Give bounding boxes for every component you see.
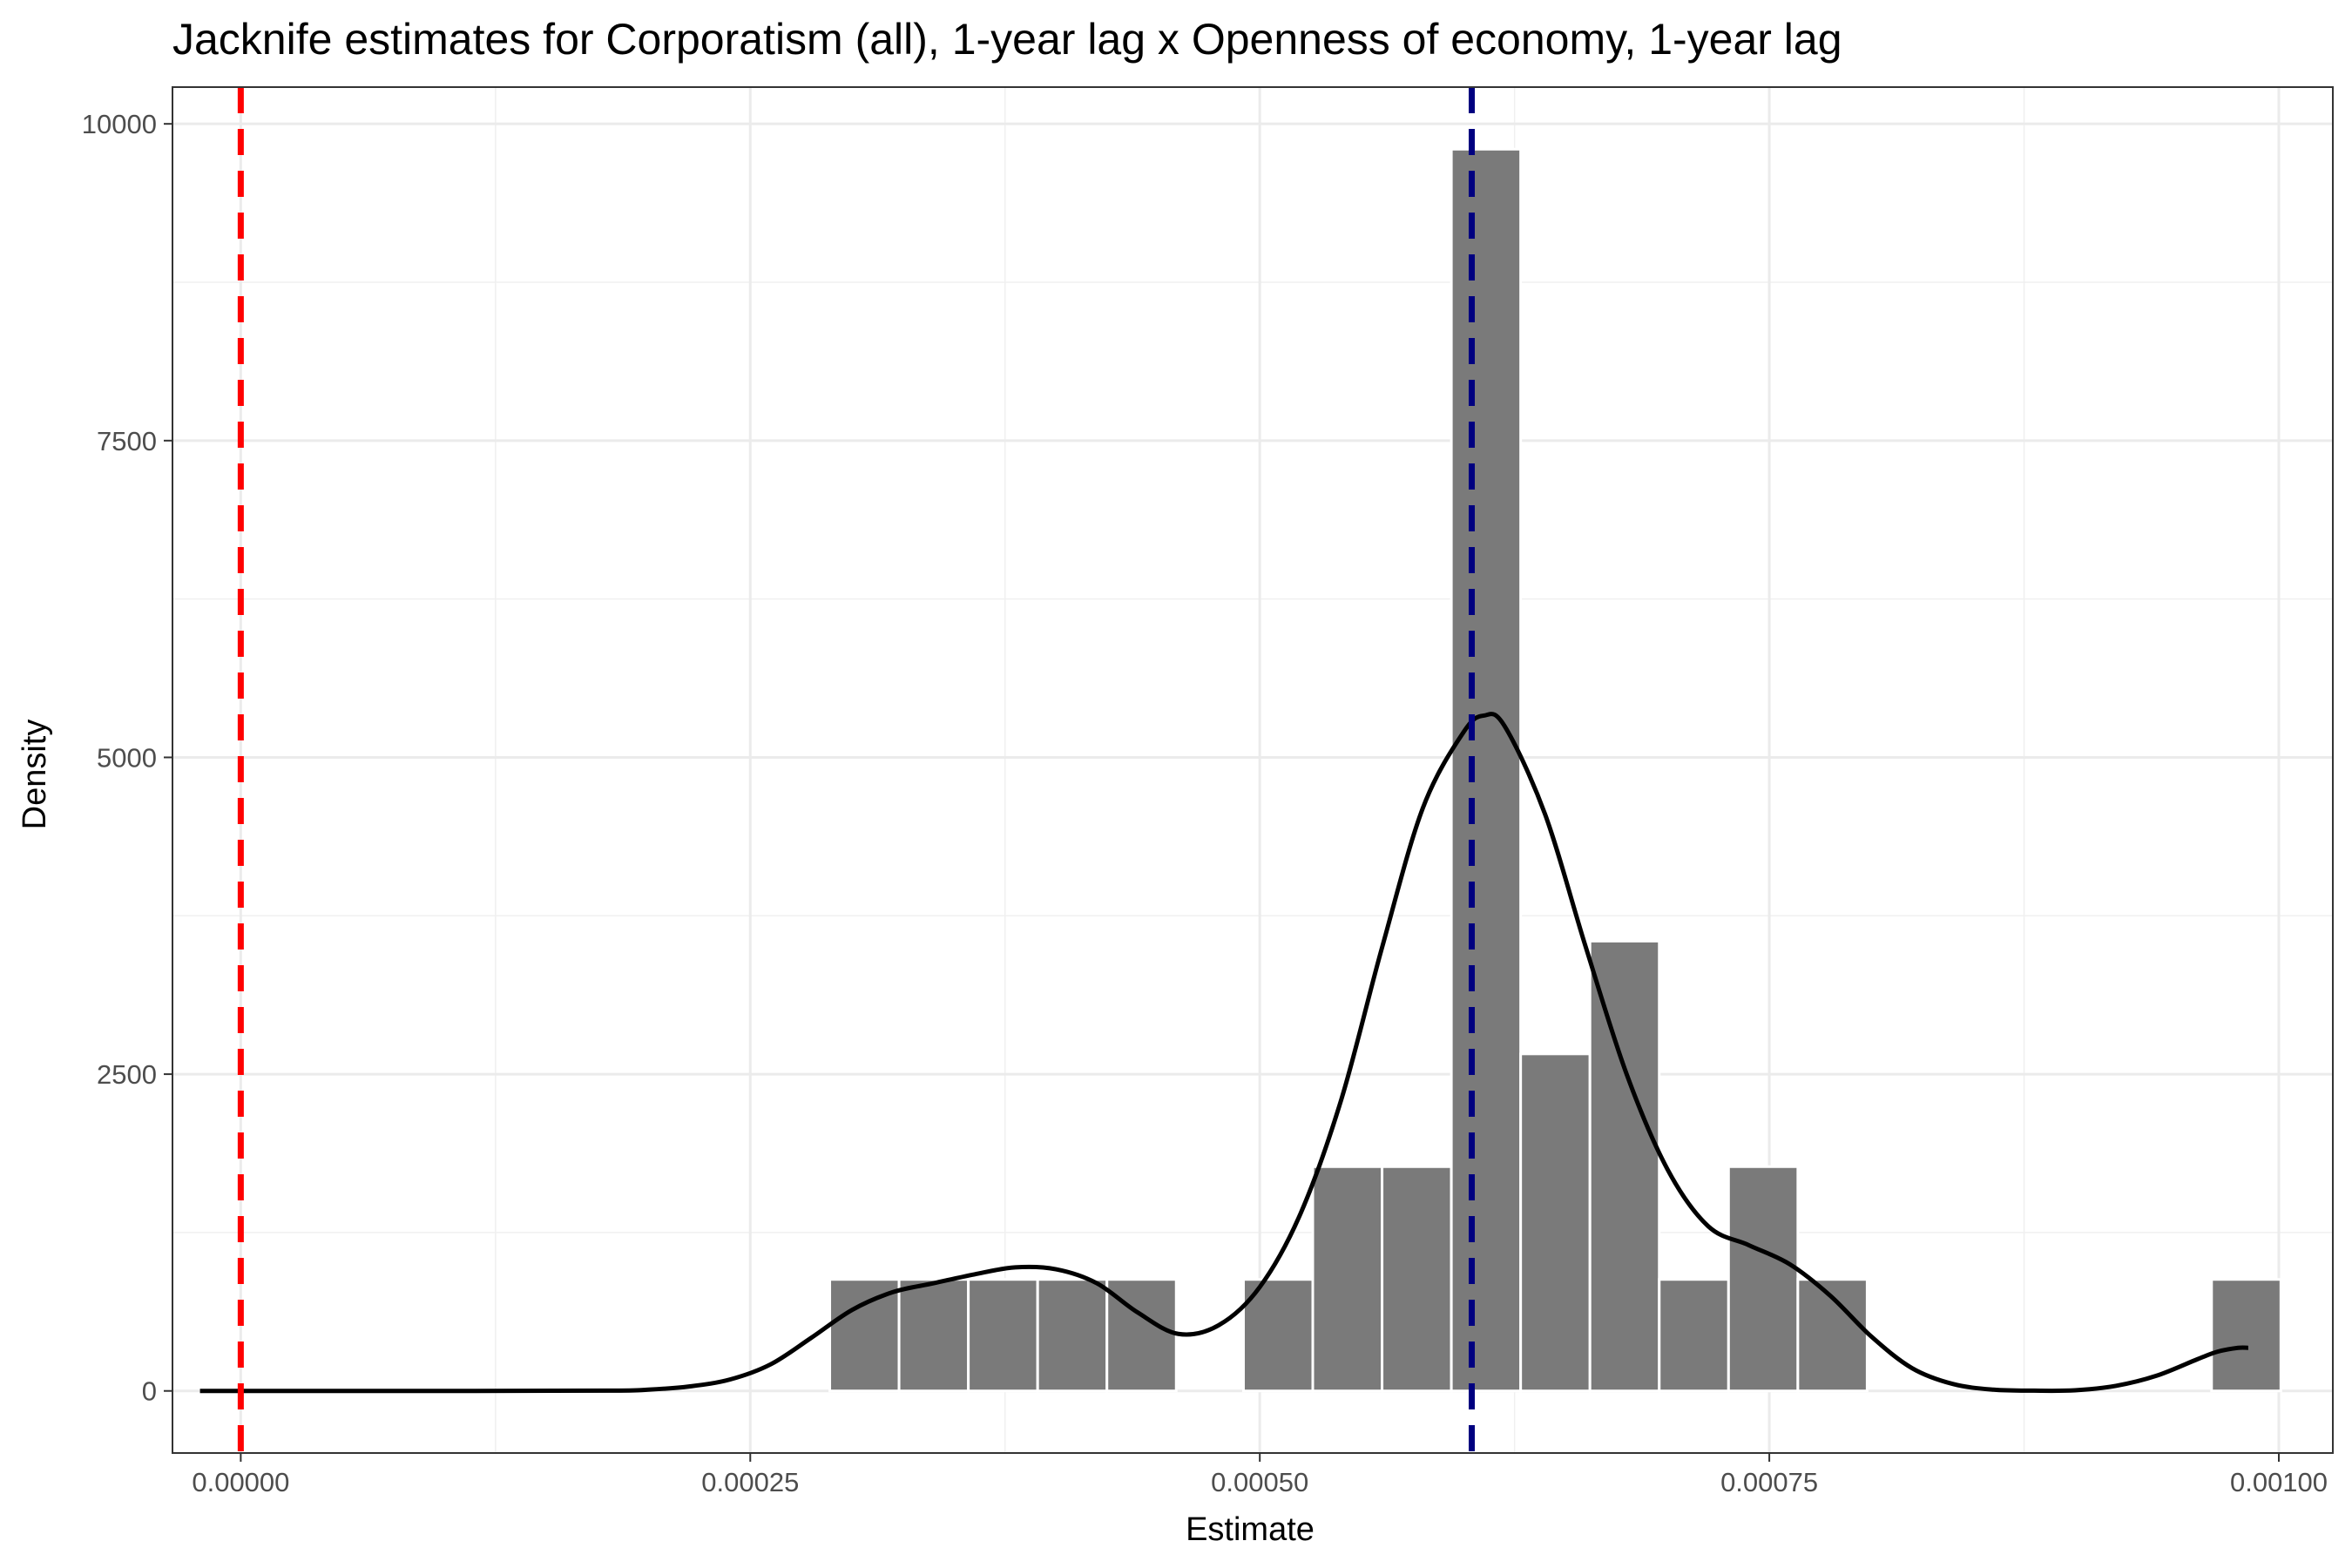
histogram-bar bbox=[1241, 1278, 1315, 1393]
x-axis-title: Estimate bbox=[1186, 1511, 1315, 1548]
histogram-bar bbox=[967, 1278, 1039, 1393]
y-tick-label: 2500 bbox=[97, 1059, 157, 1090]
chart-title: Jacknife estimates for Corporatism (all)… bbox=[172, 15, 1842, 64]
histogram-bar bbox=[1450, 147, 1523, 1393]
histogram-bar bbox=[1658, 1278, 1730, 1393]
histogram-bar bbox=[1519, 1052, 1592, 1393]
y-tick-label: 0 bbox=[142, 1376, 157, 1407]
y-axis-title: Density bbox=[17, 720, 53, 830]
x-tick-label: 0.00075 bbox=[1720, 1467, 1818, 1497]
x-tick-label: 0.00100 bbox=[2230, 1467, 2328, 1497]
plot-panel-border bbox=[172, 86, 2334, 1454]
histogram-bar bbox=[1381, 1165, 1453, 1393]
x-tick-label: 0.00025 bbox=[701, 1467, 799, 1497]
histogram-bar bbox=[2210, 1278, 2282, 1393]
histogram-bar bbox=[1311, 1165, 1384, 1393]
plot-panel bbox=[172, 87, 2333, 1453]
histogram-bar bbox=[1727, 1165, 1800, 1393]
x-axis: 0.00000 0.00025 0.00050 0.00075 0.00100 bbox=[192, 1453, 2328, 1497]
x-tick-label: 0.00000 bbox=[192, 1467, 289, 1497]
x-tick-label: 0.00050 bbox=[1211, 1467, 1308, 1497]
histogram-bar bbox=[828, 1278, 901, 1393]
density-curve bbox=[199, 712, 2248, 1394]
histogram-bar bbox=[1588, 939, 1661, 1393]
reference-lines bbox=[237, 87, 1476, 1453]
y-tick-label: 7500 bbox=[97, 426, 157, 456]
y-tick-label: 10000 bbox=[82, 109, 157, 139]
histogram-bar bbox=[897, 1278, 970, 1393]
y-tick-label: 5000 bbox=[97, 742, 157, 773]
histogram-bars bbox=[828, 147, 2282, 1393]
y-axis: 0 2500 5000 7500 10000 bbox=[82, 109, 172, 1407]
density-curve-layer bbox=[199, 712, 2248, 1394]
histogram-bar bbox=[1036, 1278, 1109, 1393]
